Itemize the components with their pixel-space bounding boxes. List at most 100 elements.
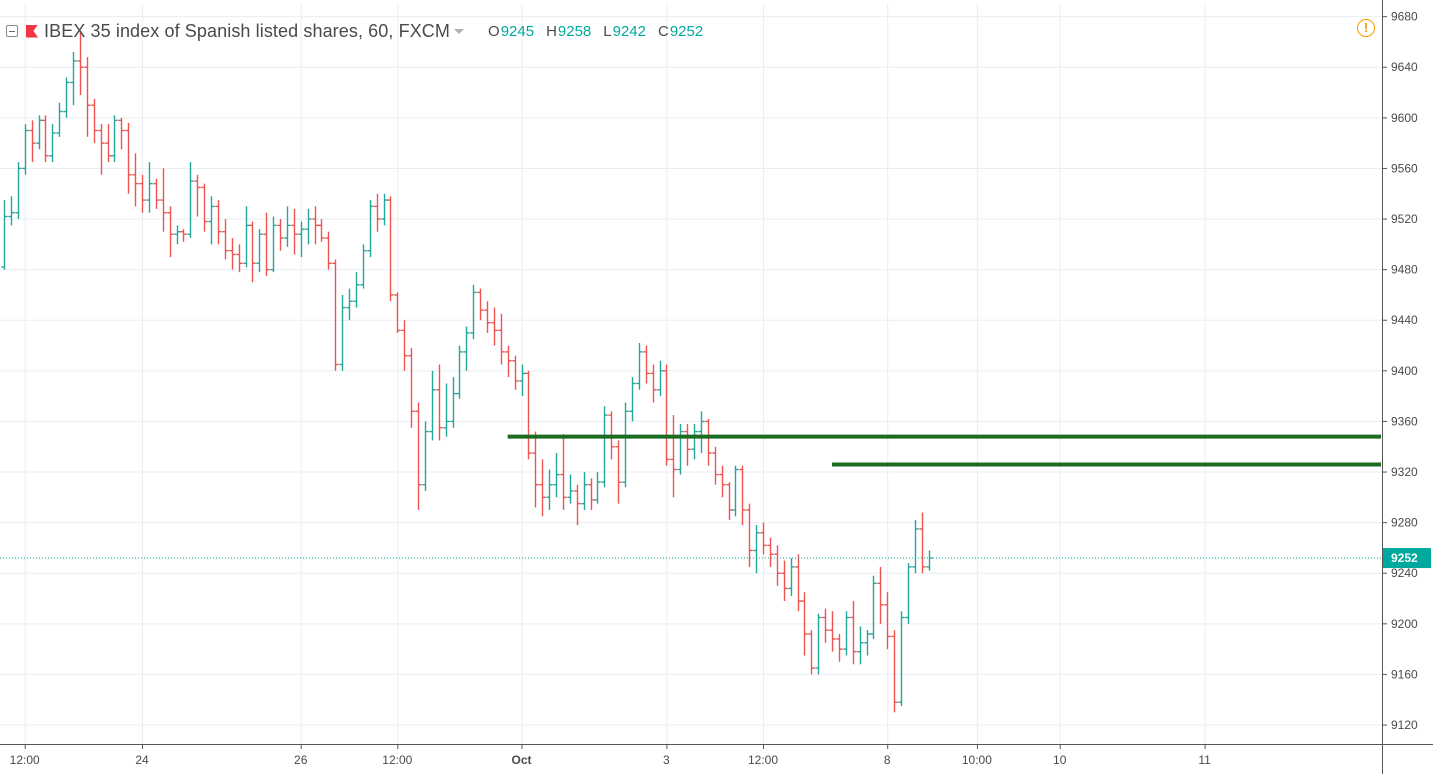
high-value: H9258 bbox=[546, 22, 592, 40]
ohlc-bar bbox=[236, 244, 243, 273]
ohlc-bar bbox=[857, 626, 864, 665]
time-axis[interactable]: 12:00 24 26 12:00 Oct 3 12:00 8 10:00 10 11 bbox=[10, 744, 1211, 767]
ohlc-bar bbox=[105, 124, 112, 163]
ohlc-bar bbox=[629, 377, 636, 422]
ohlc-bar bbox=[539, 459, 546, 517]
ohlc-bar bbox=[491, 307, 498, 346]
ohlc-bar bbox=[926, 550, 933, 571]
ohlc-bar bbox=[146, 162, 153, 213]
ohlc-bar bbox=[684, 423, 691, 466]
ohlc-bar bbox=[394, 292, 401, 333]
ohlc-bar bbox=[353, 272, 360, 308]
ohlc-bar bbox=[63, 77, 70, 118]
warning-icon[interactable]: ! bbox=[1357, 19, 1375, 37]
ohlc-bar bbox=[1, 200, 8, 270]
ohlc-bar bbox=[77, 31, 84, 96]
ohlc-bar bbox=[456, 345, 463, 399]
ohlc-bar bbox=[318, 219, 325, 242]
ohlc-bar bbox=[298, 221, 305, 257]
ohlc-bar bbox=[367, 200, 374, 257]
ohlc-bar bbox=[498, 313, 505, 365]
ohlc-bar bbox=[581, 472, 588, 510]
ohlc-bar bbox=[815, 613, 822, 675]
ohlc-bar bbox=[650, 364, 657, 403]
ohlc-bar bbox=[781, 560, 788, 602]
flag-icon bbox=[26, 24, 38, 38]
ohlc-bar bbox=[912, 520, 919, 574]
price-tag-label: 9252 bbox=[1391, 551, 1418, 565]
ohlc-bar bbox=[436, 364, 443, 441]
ohlc-bar bbox=[8, 196, 15, 226]
ohlc-bar bbox=[553, 453, 560, 498]
ohlc-bar bbox=[408, 348, 415, 428]
ohlc-bar bbox=[843, 611, 850, 656]
ohlc-bar bbox=[546, 469, 553, 510]
grid-lines bbox=[0, 4, 1382, 744]
ohlc-bar bbox=[443, 383, 450, 437]
ohlc-bar bbox=[574, 484, 581, 526]
price-axis[interactable]: 9120 9160 9200 9240 9280 9320 9360 9400 9440 9480… bbox=[1382, 10, 1418, 732]
ohlc-bar bbox=[160, 168, 167, 232]
ohlc-bar bbox=[194, 174, 201, 217]
low-value: L9242 bbox=[603, 22, 646, 40]
ohlc-bar bbox=[588, 478, 595, 510]
y-tick-label: 9120 bbox=[1391, 718, 1418, 732]
ohlc-bar bbox=[284, 206, 291, 247]
y-tick-label: 9320 bbox=[1391, 465, 1418, 479]
ohlc-bar bbox=[636, 343, 643, 390]
caret-down-icon[interactable] bbox=[454, 28, 465, 34]
y-tick-label: 9560 bbox=[1391, 161, 1418, 175]
ohlc-bar bbox=[746, 503, 753, 567]
ohlc-bar bbox=[360, 244, 367, 289]
y-tick-label: 9440 bbox=[1391, 313, 1418, 327]
ohlc-bar bbox=[622, 402, 629, 488]
ohlc-bar bbox=[291, 208, 298, 255]
ohlc-bar bbox=[891, 630, 898, 713]
y-tick-label: 9640 bbox=[1391, 60, 1418, 74]
ohlc-bar bbox=[505, 345, 512, 378]
ohlc-bar bbox=[132, 153, 139, 207]
ohlc-bar bbox=[560, 434, 567, 510]
ohlc-bar bbox=[470, 284, 477, 340]
ohlc-bar bbox=[767, 537, 774, 567]
ohlc-bar bbox=[801, 592, 808, 656]
ohlc-bar bbox=[36, 115, 43, 150]
ohlc-bar bbox=[49, 124, 56, 163]
ohlc-bar bbox=[705, 418, 712, 466]
x-tick-label: 12:00 bbox=[382, 753, 412, 767]
ohlc-bar bbox=[415, 402, 422, 510]
y-tick-label: 9480 bbox=[1391, 263, 1418, 277]
ohlc-bar bbox=[884, 592, 891, 650]
ohlc-bar bbox=[243, 206, 250, 268]
ohlc-bar bbox=[484, 301, 491, 333]
ohlc-bar bbox=[387, 196, 394, 302]
ohlc-bar bbox=[332, 259, 339, 371]
ohlc-bar bbox=[870, 575, 877, 640]
ohlc-bar bbox=[91, 98, 98, 144]
ohlc-bar bbox=[829, 611, 836, 652]
ohlc-bar bbox=[256, 229, 263, 273]
ohlc-bar bbox=[643, 345, 650, 384]
collapse-icon[interactable] bbox=[6, 25, 18, 37]
ohlc-bar bbox=[594, 472, 601, 504]
ohlc-bar bbox=[111, 115, 118, 163]
ohlc-bar bbox=[795, 554, 802, 612]
ohlc-bar bbox=[277, 219, 284, 251]
ohlc-bar bbox=[919, 512, 926, 574]
horizontal-levels[interactable] bbox=[507, 434, 1381, 467]
ohlc-bar bbox=[567, 474, 574, 504]
x-tick-label: 10 bbox=[1053, 753, 1067, 767]
ohlc-bar bbox=[374, 193, 381, 232]
ohlc-bar bbox=[174, 225, 181, 245]
ohlc-bar bbox=[663, 364, 670, 466]
ohlc-bar bbox=[167, 206, 174, 257]
y-tick-label: 9160 bbox=[1391, 667, 1418, 681]
ohlc-bar bbox=[726, 482, 733, 521]
ohlc-bar bbox=[739, 465, 746, 526]
ohlc-bar bbox=[125, 122, 132, 194]
ohlc-bar bbox=[29, 120, 36, 163]
symbol-title[interactable]: IBEX 35 index of Spanish listed shares, … bbox=[44, 20, 451, 41]
ohlc-bar bbox=[201, 183, 208, 232]
